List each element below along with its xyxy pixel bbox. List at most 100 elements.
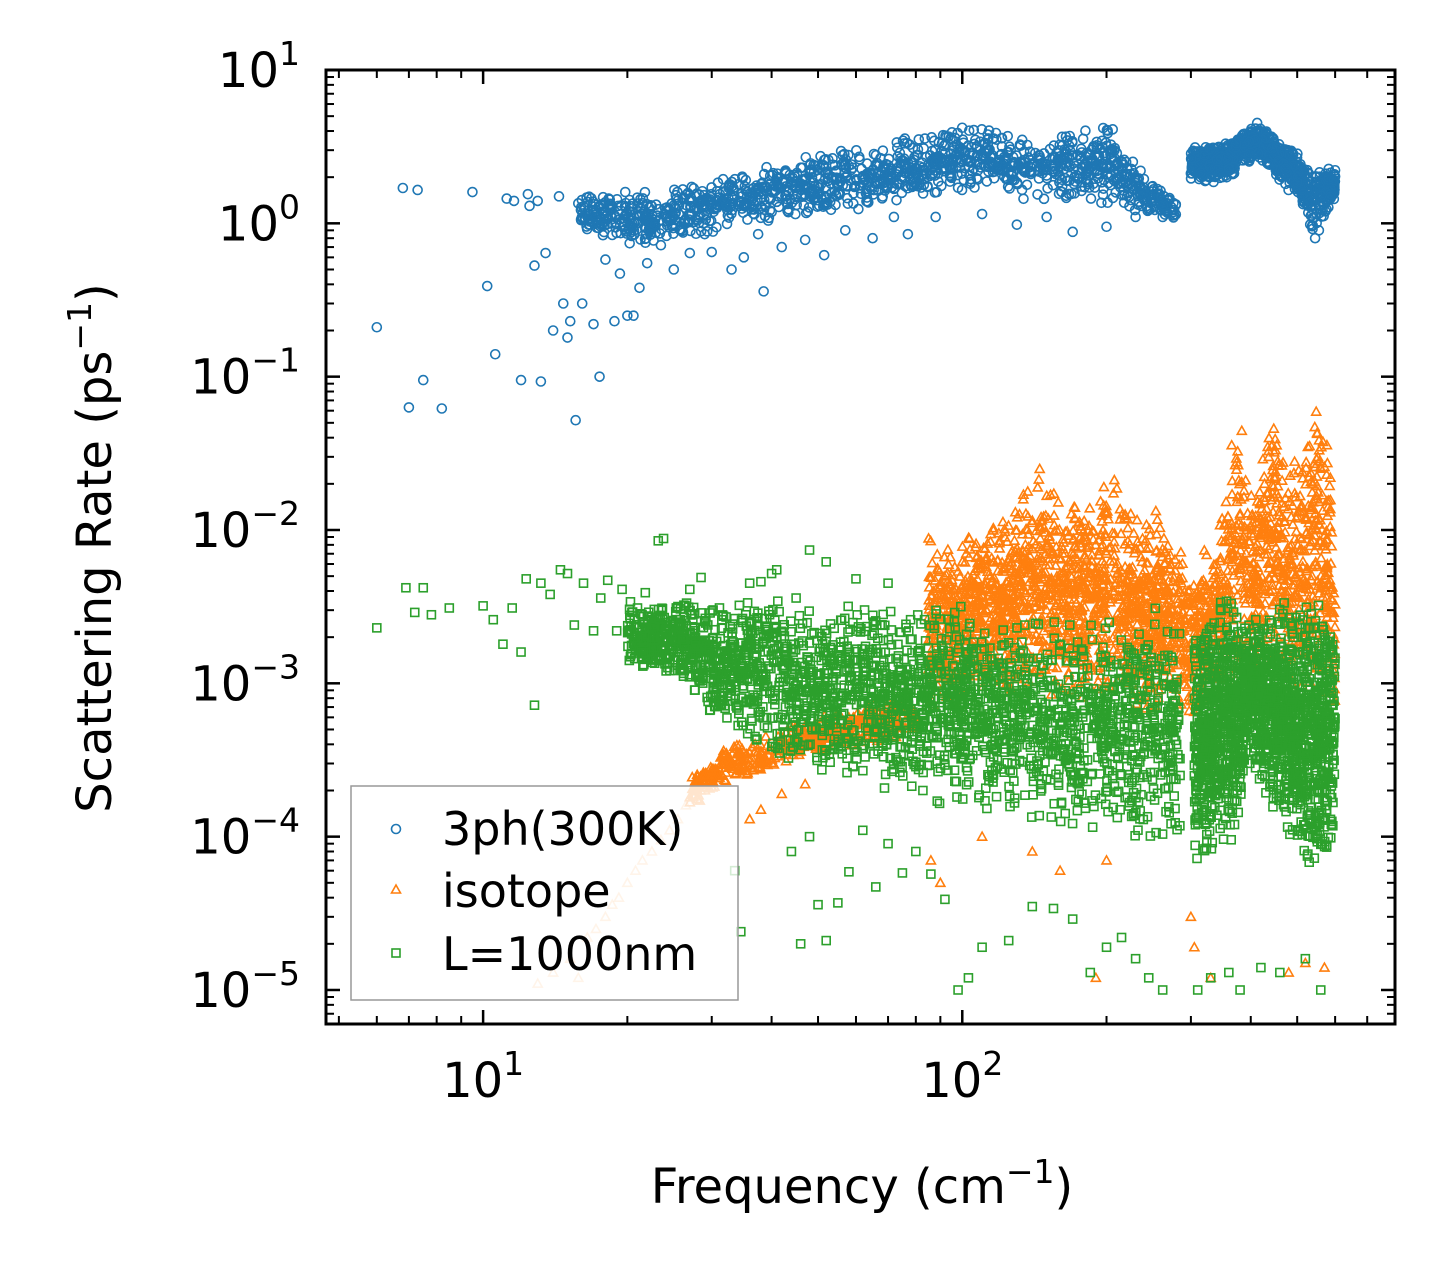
data-point: [1225, 439, 1238, 450]
data-point: [917, 188, 929, 199]
data-point: [655, 239, 667, 251]
data-point: [1083, 502, 1096, 513]
data-point: [594, 371, 605, 382]
series-3ph(300K): [371, 117, 1341, 426]
data-point: [837, 180, 849, 191]
data-point: [752, 228, 764, 240]
data-point: [938, 140, 950, 152]
data-point: [930, 211, 941, 223]
data-point: [588, 318, 599, 330]
data-point: [581, 192, 592, 203]
data-point: [758, 286, 769, 297]
data-point: [577, 208, 588, 219]
data-point: [763, 212, 775, 224]
data-point: [1077, 133, 1089, 145]
data-point: [721, 218, 733, 230]
data-point: [891, 194, 902, 206]
data-point: [726, 264, 737, 275]
data-point: [913, 134, 925, 145]
data-point: [1323, 479, 1336, 491]
data-point: [540, 247, 551, 259]
data-point: [436, 403, 448, 414]
data-point: [371, 321, 383, 333]
data-point: [562, 332, 573, 343]
data-point: [1127, 527, 1140, 538]
data-point: [1052, 496, 1065, 507]
data-point: [524, 200, 535, 212]
data-point: [795, 162, 807, 173]
data-point: [717, 173, 729, 185]
data-point: [1288, 455, 1301, 466]
data-point: [1101, 221, 1112, 233]
data-point: [848, 188, 859, 199]
data-point: [489, 348, 501, 360]
data-point: [570, 414, 581, 426]
data-point: [1308, 420, 1321, 432]
data-point: [624, 237, 635, 249]
data-point: [397, 182, 409, 194]
data-point: [1038, 193, 1050, 205]
data-point: [738, 252, 750, 263]
data-point: [760, 199, 771, 211]
data-point: [1097, 480, 1110, 492]
data-point: [1151, 513, 1164, 525]
data-point: [928, 135, 940, 147]
data-point: [1054, 154, 1066, 165]
data-point: [799, 234, 811, 246]
data-point: [1235, 424, 1248, 436]
data-point: [668, 264, 680, 275]
data-point: [529, 260, 540, 271]
data-point: [547, 325, 559, 336]
data-point: [634, 282, 645, 294]
data-point: [891, 137, 903, 148]
data-point: [861, 196, 872, 207]
data-point: [840, 225, 851, 236]
data-point: [976, 124, 988, 135]
data-point: [919, 133, 931, 144]
data-point: [576, 298, 588, 309]
data-point: [1033, 462, 1046, 474]
data-point: [403, 402, 415, 413]
data-point: [853, 203, 864, 215]
data-point: [532, 195, 544, 207]
data-point: [1154, 521, 1166, 533]
data-point: [1234, 507, 1247, 519]
data-point: [1087, 533, 1100, 544]
data-point: [1002, 130, 1014, 142]
data-point: [564, 315, 576, 327]
data-point: [1075, 143, 1087, 155]
data-point: [773, 201, 785, 213]
data-point: [1105, 161, 1117, 173]
data-point: [467, 186, 478, 198]
data-point: [1267, 422, 1280, 433]
data-point: [1085, 193, 1097, 204]
data-point: [1011, 219, 1023, 230]
data-point: [1032, 189, 1043, 200]
data-point: [515, 374, 527, 386]
data-point: [481, 280, 493, 292]
data-point: [412, 184, 423, 196]
data-point: [976, 208, 988, 220]
data-point: [1092, 675, 1105, 686]
data-point: [1067, 226, 1078, 238]
data-point: [1129, 204, 1141, 216]
data-point: [609, 315, 620, 327]
data-point: [1158, 532, 1170, 543]
data-point: [684, 247, 696, 259]
data-point: [600, 254, 611, 265]
data-point: [926, 556, 939, 568]
data-point: [929, 187, 941, 198]
plot-area: [371, 117, 1341, 995]
data-point: [417, 374, 429, 386]
data-point: [761, 161, 772, 173]
data-point: [1108, 473, 1121, 485]
data-point: [1042, 183, 1053, 194]
data-point: [800, 151, 812, 163]
data-point: [851, 145, 862, 156]
data-point: [1041, 211, 1052, 223]
data-point: [619, 186, 631, 198]
data-point: [1118, 197, 1130, 208]
data-point: [557, 298, 569, 309]
data-point: [888, 211, 900, 223]
data-point: [553, 191, 565, 202]
